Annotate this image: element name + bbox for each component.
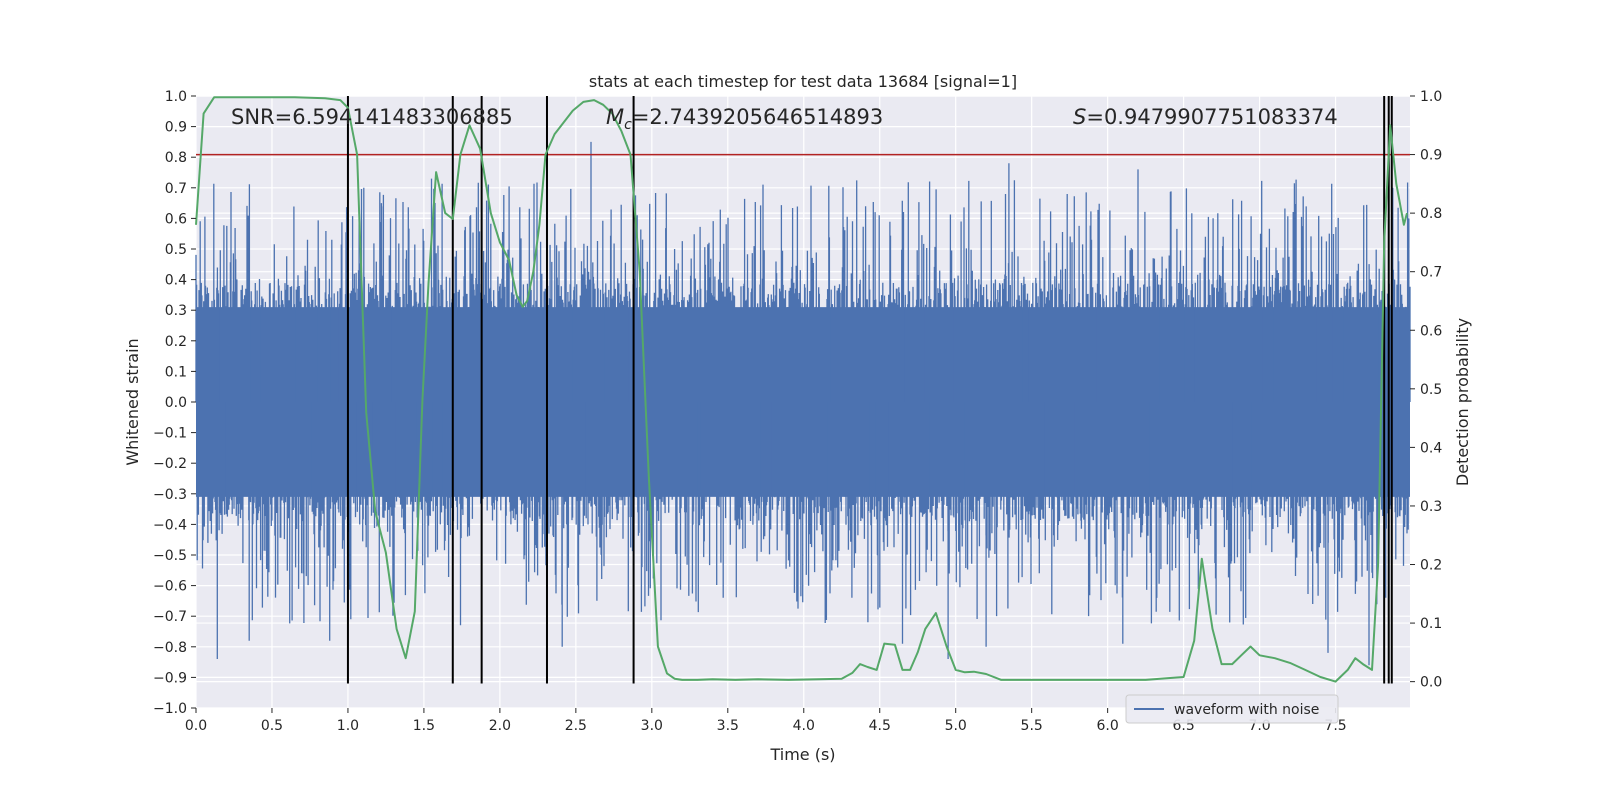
s-value: =0.9479907751083374 (1086, 105, 1337, 129)
x-tick-label: 5.5 (1021, 718, 1043, 734)
x-tick-label: 4.0 (793, 718, 815, 734)
x-tick-label: 1.0 (337, 718, 359, 734)
y-tick-label: 1.0 (165, 89, 187, 105)
y-tick-label: 0.5 (165, 242, 187, 258)
legend-label: waveform with noise (1174, 702, 1319, 718)
y-tick-label: 0.0 (165, 395, 187, 411)
y-tick-label: −0.3 (153, 487, 187, 503)
y-tick-label: −0.8 (153, 640, 187, 656)
x-tick-label: 2.0 (489, 718, 511, 734)
y-tick-label: −1.0 (153, 701, 187, 717)
y-axis-label: Whitened strain (123, 338, 142, 465)
y2-tick-label: 0.7 (1420, 265, 1442, 281)
chart-title: stats at each timestep for test data 136… (589, 72, 1017, 91)
chirp-mass-annotation: Mc=2.7439205646514893 (606, 105, 883, 133)
legend: waveform with noise (1125, 694, 1339, 724)
y2-tick-label: 0.5 (1420, 382, 1442, 398)
mc-symbol: M (606, 105, 624, 129)
y2-tick-label: 0.6 (1420, 323, 1442, 339)
y2-tick-label: 0.0 (1420, 675, 1442, 691)
waveform-line (195, 141, 1411, 666)
s-symbol: S (1073, 105, 1086, 129)
vertical-markers (346, 96, 1393, 684)
y-tick-label: 0.7 (165, 181, 187, 197)
x-tick-label: 1.5 (413, 718, 435, 734)
x-tick-label: 3.0 (641, 718, 663, 734)
s-annotation: S=0.9479907751083374 (1073, 105, 1338, 129)
mc-subscript: c (624, 117, 632, 133)
x-tick-label: 5.0 (945, 718, 967, 734)
y2-tick-label: 0.1 (1420, 616, 1442, 632)
y2-tick-label: 1.0 (1420, 89, 1442, 105)
x-tick-label: 6.0 (1097, 718, 1119, 734)
probability-line (195, 96, 1408, 683)
mc-value: =2.7439205646514893 (632, 105, 883, 129)
y2-tick-label: 0.9 (1420, 148, 1442, 164)
y2-tick-label: 0.8 (1420, 206, 1442, 222)
x-tick-label: 0.5 (261, 718, 283, 734)
snr-annotation: SNR=6.594141483306885 (231, 105, 513, 129)
y-tick-label: −0.9 (153, 670, 187, 686)
y2-tick-label: 0.2 (1420, 558, 1442, 574)
y2-tick-label: 0.3 (1420, 499, 1442, 515)
x-tick-label: 2.5 (565, 718, 587, 734)
y-tick-label: 0.8 (165, 150, 187, 166)
y-tick-label: −0.4 (153, 517, 187, 533)
y-tick-label: 0.1 (165, 364, 187, 380)
y-tick-label: −0.5 (153, 548, 187, 564)
y2-tick-label: 0.4 (1420, 440, 1442, 456)
y-tick-label: 0.3 (165, 303, 187, 319)
x-tick-label: 4.5 (869, 718, 891, 734)
y-tick-label: −0.6 (153, 579, 187, 595)
y2-axis-label: Detection probability (1453, 318, 1472, 486)
legend-box (1125, 694, 1339, 724)
x-tick-label: 0.0 (185, 718, 207, 734)
x-axis-label: Time (s) (769, 745, 835, 764)
x-tick-label: 3.5 (717, 718, 739, 734)
y-tick-label: 0.2 (165, 334, 187, 350)
probability-series (195, 96, 1408, 683)
y-tick-label: −0.2 (153, 456, 187, 472)
y-tick-label: 0.9 (165, 120, 187, 136)
waveform-series (195, 141, 1411, 666)
y-tick-label: −0.7 (153, 609, 187, 625)
y-tick-label: 0.4 (165, 273, 187, 289)
y-tick-label: −0.1 (153, 426, 187, 442)
y-tick-label: 0.6 (165, 211, 187, 227)
